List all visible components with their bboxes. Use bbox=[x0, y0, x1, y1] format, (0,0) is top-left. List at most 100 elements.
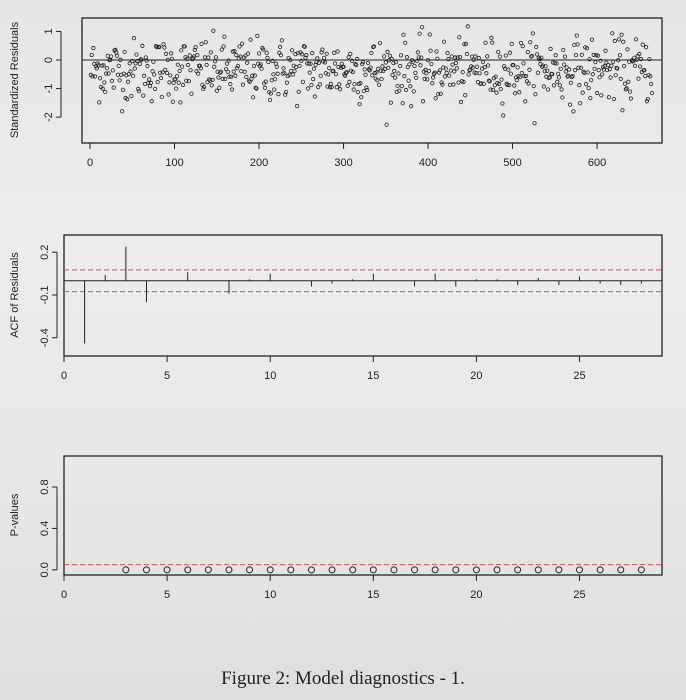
standardized-residuals-point bbox=[158, 75, 164, 81]
standardized-residuals-point bbox=[120, 109, 125, 114]
standardized-residuals-point bbox=[283, 89, 289, 95]
standardized-residuals-point bbox=[435, 56, 440, 61]
standardized-residuals-point bbox=[401, 32, 406, 37]
standardized-residuals-point bbox=[369, 50, 374, 56]
standardized-residuals-point bbox=[409, 104, 414, 109]
standardized-residuals-point bbox=[427, 32, 432, 37]
standardized-residuals-point bbox=[572, 42, 577, 47]
standardized-residuals-point bbox=[479, 81, 484, 86]
standardized-residuals-point bbox=[545, 68, 550, 73]
standardized-residuals-point bbox=[207, 78, 213, 83]
p-values-point bbox=[596, 566, 604, 574]
standardized-residuals-point bbox=[425, 58, 431, 63]
standardized-residuals-point bbox=[514, 78, 519, 83]
standardized-residuals-point bbox=[507, 50, 513, 55]
standardized-residuals-point bbox=[134, 52, 139, 57]
standardized-residuals-point bbox=[410, 59, 415, 64]
standardized-residuals-point bbox=[320, 47, 325, 52]
standardized-residuals-point bbox=[294, 103, 300, 109]
standardized-residuals-point bbox=[102, 80, 107, 85]
standardized-residuals-point bbox=[457, 35, 462, 40]
standardized-residuals-point bbox=[195, 53, 200, 58]
standardized-residuals-point bbox=[111, 85, 116, 90]
standardized-residuals-point bbox=[622, 81, 628, 86]
standardized-residuals-point bbox=[622, 64, 627, 69]
standardized-residuals-point bbox=[555, 79, 560, 84]
standardized-residuals-point bbox=[436, 70, 442, 75]
standardized-residuals-point bbox=[256, 51, 262, 56]
standardized-residuals-point bbox=[177, 68, 182, 74]
standardized-residuals-point bbox=[295, 51, 300, 56]
standardized-residuals-point bbox=[476, 55, 481, 61]
standardized-residuals-point bbox=[240, 82, 246, 87]
standardized-residuals-point bbox=[442, 74, 448, 79]
standardized-residuals-point bbox=[168, 73, 173, 78]
standardized-residuals-point bbox=[300, 79, 306, 84]
standardized-residuals-point bbox=[333, 72, 339, 77]
standardized-residuals-point bbox=[282, 71, 287, 76]
standardized-residuals-point bbox=[534, 44, 539, 50]
standardized-residuals-point bbox=[302, 44, 307, 49]
standardized-residuals-y-tick-label: -2 bbox=[43, 112, 55, 122]
standardized-residuals-point bbox=[229, 87, 235, 92]
standardized-residuals-point bbox=[643, 45, 649, 50]
standardized-residuals-point bbox=[128, 69, 133, 74]
standardized-residuals-point bbox=[512, 83, 517, 88]
standardized-residuals-point bbox=[311, 66, 317, 71]
standardized-residuals-point bbox=[173, 77, 178, 82]
standardized-residuals-point bbox=[638, 64, 643, 69]
standardized-residuals-point bbox=[465, 24, 470, 29]
standardized-residuals-point bbox=[122, 49, 127, 55]
standardized-residuals-point bbox=[611, 59, 616, 64]
p-values-y-tick-label: 0.4 bbox=[39, 521, 51, 536]
standardized-residuals-point bbox=[100, 86, 105, 91]
p-values-point bbox=[349, 566, 357, 574]
standardized-residuals-point bbox=[626, 79, 631, 84]
standardized-residuals-point bbox=[346, 55, 351, 60]
standardized-residuals-point bbox=[379, 76, 384, 82]
standardized-residuals-point bbox=[508, 71, 513, 76]
standardized-residuals-point bbox=[141, 73, 147, 78]
p-values-x-tick-label: 20 bbox=[470, 589, 482, 601]
standardized-residuals-point bbox=[489, 35, 494, 40]
standardized-residuals-point bbox=[225, 69, 230, 74]
standardized-residuals-point bbox=[616, 58, 621, 63]
standardized-residuals-point bbox=[540, 63, 546, 68]
standardized-residuals-point bbox=[98, 76, 103, 81]
standardized-residuals-point bbox=[645, 96, 650, 102]
standardized-residuals-point bbox=[563, 69, 568, 74]
standardized-residuals-point bbox=[388, 100, 393, 105]
standardized-residuals-point bbox=[351, 87, 356, 92]
standardized-residuals-point bbox=[493, 74, 498, 79]
standardized-residuals-point bbox=[483, 40, 488, 45]
standardized-residuals-point bbox=[412, 63, 417, 69]
standardized-residuals-x-tick-label: 300 bbox=[334, 157, 352, 169]
standardized-residuals-point bbox=[233, 73, 238, 78]
standardized-residuals-point bbox=[332, 50, 337, 55]
standardized-residuals-point bbox=[589, 37, 595, 42]
standardized-residuals-point bbox=[164, 70, 170, 76]
standardized-residuals-x-tick-label: 500 bbox=[503, 157, 521, 169]
standardized-residuals-point bbox=[350, 69, 355, 75]
standardized-residuals-point bbox=[535, 70, 541, 75]
standardized-residuals-point bbox=[169, 51, 174, 56]
standardized-residuals-point bbox=[600, 72, 605, 77]
standardized-residuals-point bbox=[532, 121, 537, 126]
standardized-residuals-point bbox=[487, 79, 492, 84]
standardized-residuals-point bbox=[353, 62, 358, 67]
standardized-residuals-point bbox=[431, 75, 436, 80]
standardized-residuals-point bbox=[155, 79, 160, 85]
standardized-residuals-point bbox=[174, 86, 179, 91]
standardized-residuals-point bbox=[216, 75, 221, 80]
standardized-residuals-point bbox=[332, 61, 338, 66]
standardized-residuals-point bbox=[252, 73, 257, 78]
standardized-residuals-point bbox=[529, 53, 535, 59]
p-values-point bbox=[472, 566, 480, 574]
standardized-residuals-point bbox=[424, 71, 429, 76]
standardized-residuals-point bbox=[398, 63, 403, 69]
standardized-residuals-point bbox=[541, 84, 546, 89]
standardized-residuals-point bbox=[480, 59, 486, 65]
p-values-point bbox=[637, 566, 645, 574]
standardized-residuals-point bbox=[169, 56, 175, 61]
standardized-residuals-point bbox=[341, 64, 346, 69]
